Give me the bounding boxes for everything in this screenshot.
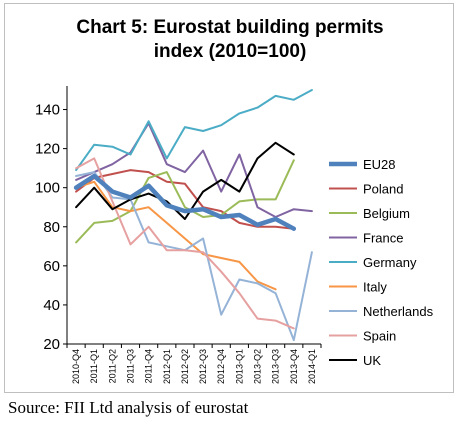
legend-label-belgium: Belgium bbox=[363, 206, 410, 221]
legend-label-eu28: EU28 bbox=[363, 157, 396, 172]
x-tick-label: 2011-Q2 bbox=[107, 349, 117, 383]
x-tick-label: 2012-Q2 bbox=[180, 349, 190, 384]
x-tick-label: 2012-Q4 bbox=[216, 349, 226, 384]
y-tick-label: 60 bbox=[43, 258, 60, 275]
y-tick-label: 40 bbox=[43, 297, 60, 314]
series-line-germany bbox=[75, 89, 313, 172]
series-line-belgium bbox=[75, 159, 295, 244]
x-tick-label: 2014-Q1 bbox=[307, 349, 317, 384]
x-tick-label: 2013-Q1 bbox=[234, 349, 244, 384]
legend-label-france: France bbox=[363, 231, 403, 246]
source-note: Source: FII Ltd analysis of eurostat bbox=[8, 398, 249, 417]
chart-frame: Chart 5: Eurostat building permits index… bbox=[4, 3, 454, 393]
y-tick-label: 140 bbox=[35, 102, 60, 119]
series-line-uk bbox=[75, 141, 295, 220]
legend-label-spain: Spain bbox=[363, 329, 396, 344]
series-line-netherlands bbox=[75, 171, 313, 342]
y-tick-label: 120 bbox=[35, 141, 60, 158]
series-line-italy bbox=[75, 180, 277, 291]
y-tick-label: 80 bbox=[43, 219, 60, 236]
legend-label-germany: Germany bbox=[363, 255, 417, 270]
y-tick-label: 20 bbox=[43, 336, 60, 353]
x-tick-label: 2012-Q3 bbox=[198, 349, 208, 384]
series-line-spain bbox=[75, 157, 295, 330]
legend-label-netherlands: Netherlands bbox=[363, 304, 434, 319]
x-tick-label: 2013-Q2 bbox=[253, 349, 263, 384]
legend-label-poland: Poland bbox=[363, 182, 403, 197]
series-line-eu28 bbox=[73, 173, 297, 231]
legend-label-italy: Italy bbox=[363, 280, 387, 295]
x-tick-label: 2012-Q1 bbox=[162, 349, 172, 384]
x-tick-label: 2013-Q3 bbox=[271, 349, 281, 384]
x-tick-label: 2011-Q4 bbox=[144, 349, 154, 383]
x-tick-label: 2011-Q1 bbox=[89, 349, 99, 383]
x-tick-label: 2013-Q4 bbox=[289, 349, 299, 384]
series-line-france bbox=[75, 122, 313, 218]
legend-label-uk: UK bbox=[363, 353, 381, 368]
line-chart: 20 40 60 80 100 120 140 2010-Q4 2011-Q1 2011-Q2 20… bbox=[35, 86, 434, 384]
x-tick-label: 2010-Q4 bbox=[71, 349, 81, 384]
y-tick-label: 100 bbox=[35, 180, 60, 197]
chart-title: Chart 5: Eurostat building permits index… bbox=[76, 17, 384, 62]
x-tick-label: 2011-Q3 bbox=[126, 349, 136, 383]
